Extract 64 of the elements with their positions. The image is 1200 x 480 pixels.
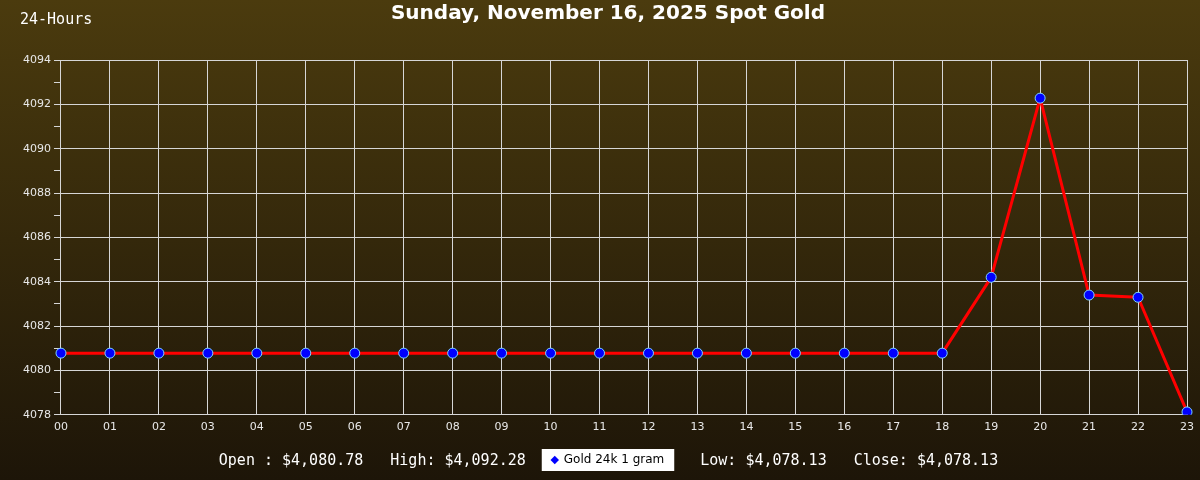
text: Low: $4,078.13 [700, 451, 827, 469]
x-tick-label: 18 [935, 420, 950, 434]
x-tick-label: 06 [347, 420, 362, 434]
x-tick-label: 16 [837, 420, 852, 434]
x-tick-label: 04 [249, 420, 264, 434]
point [985, 271, 997, 283]
x-tick-label: 17 [886, 420, 901, 434]
text: Close: $4,078.13 [853, 451, 999, 469]
point [447, 347, 459, 359]
x-tick-label: 09 [494, 420, 509, 434]
point [349, 347, 361, 359]
x-tick-label: 15 [788, 420, 803, 434]
point [1132, 291, 1144, 303]
y-tick-label: 4082 [22, 318, 51, 332]
point [104, 347, 116, 359]
point [887, 347, 899, 359]
point [1034, 92, 1046, 104]
point [1083, 289, 1095, 301]
point [740, 347, 752, 359]
point [398, 347, 410, 359]
text: High: $4,092.28 [390, 451, 526, 469]
point [545, 347, 557, 359]
legend-label: Gold 24k 1 gram [563, 452, 665, 467]
y-tick-label: 4094 [22, 52, 51, 66]
x-tick-label: 22 [1131, 420, 1146, 434]
point [594, 347, 606, 359]
x-tick-label: 11 [592, 420, 607, 434]
point [202, 347, 214, 359]
y-tick-label: 4078 [22, 407, 51, 421]
y-tick-label: 4088 [22, 185, 51, 199]
y-tick-label: 4080 [22, 363, 51, 377]
x-tick-label: 10 [543, 420, 558, 434]
point [55, 347, 67, 359]
point [300, 347, 312, 359]
x-tick-label: 00 [53, 420, 68, 434]
point [642, 347, 654, 359]
x-tick-label: 12 [641, 420, 656, 434]
x-tick-label: 19 [984, 420, 999, 434]
point [251, 347, 263, 359]
x-tick-label: 23 [1180, 420, 1194, 434]
point [496, 347, 508, 359]
point [838, 347, 850, 359]
x-tick-label: 20 [1033, 420, 1048, 434]
point [789, 347, 801, 359]
point [1181, 406, 1193, 415]
x-tick-label: 08 [445, 420, 460, 434]
y-tick-label: 4084 [22, 274, 51, 288]
x-tick-label: 13 [690, 420, 705, 434]
y-tick-label: 4092 [22, 97, 51, 111]
x-tick-label: 07 [396, 420, 411, 434]
x-tick-label: 03 [200, 420, 215, 434]
y-tick-label: 4090 [22, 141, 51, 155]
x-tick-label: 21 [1082, 420, 1097, 434]
text: Open : $4,080.78 [218, 451, 364, 469]
x-tick-label: 14 [739, 420, 754, 434]
point [691, 347, 703, 359]
x-tick-label: 05 [298, 420, 313, 434]
x-tick-label: 01 [102, 420, 117, 434]
text: 24-Hours [20, 10, 93, 28]
point [936, 347, 948, 359]
point [153, 347, 165, 359]
x-tick-label: 02 [151, 420, 166, 434]
y-tick-label: 4086 [22, 230, 51, 244]
chart-title: Sunday, November 16, 2025 Spot Gold [390, 0, 826, 25]
